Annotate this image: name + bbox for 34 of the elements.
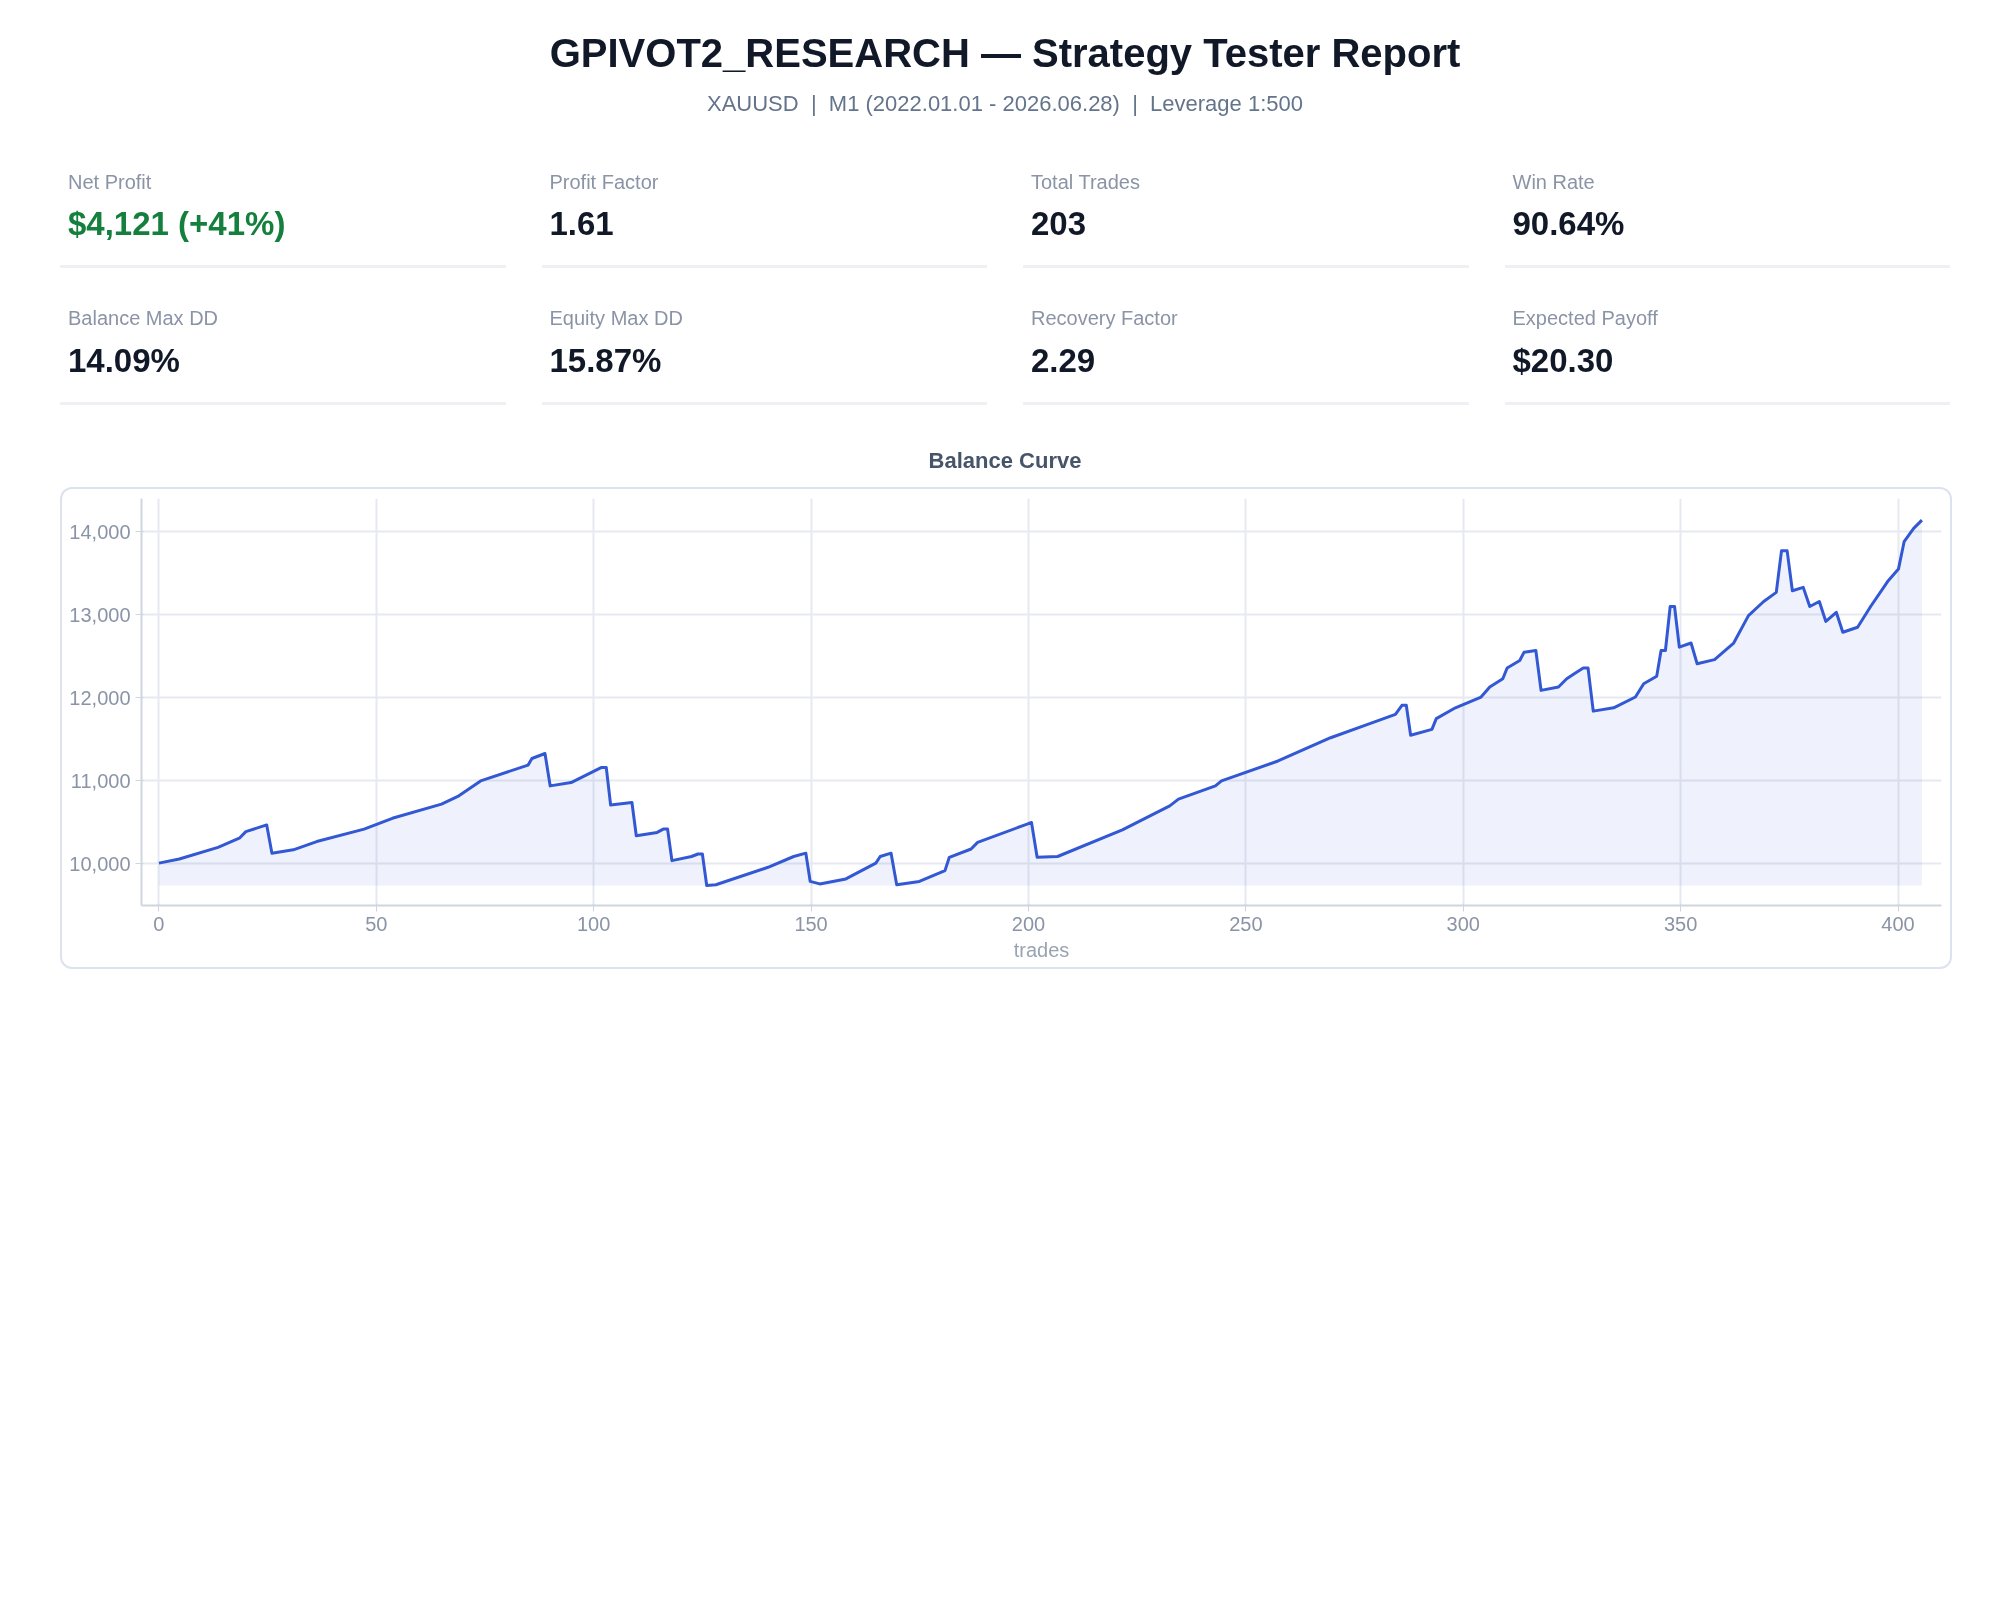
x-tick-label: 100 [576,912,611,935]
text: 203 [1031,204,1088,245]
text: Profit Factor [549,169,660,195]
text: 15.87% [549,340,663,381]
x-tick-label: 300 [1446,912,1480,935]
text: GPIVOT2_RESEARCH — Strategy Tester Report [548,30,1462,77]
x-tick-label: 200 [1011,912,1046,935]
text: Balance Max DD [68,306,220,332]
text: $4,121 (+41%) [68,204,287,245]
text: Total Trades [1031,169,1141,195]
x-tick-label: 0 [153,912,165,935]
x-tick-label: 400 [1881,912,1915,935]
text: Expected Payoff [1512,306,1659,332]
text: Net Profit [68,169,153,195]
y-tick-label: 10,000 [69,853,131,876]
x-tick-label: 250 [1229,912,1263,935]
y-tick-label: 12,000 [69,687,131,710]
text: 14.09% [68,340,181,381]
text: $20.30 [1512,340,1615,381]
y-tick-label: 13,000 [69,604,131,627]
text: 90.64% [1512,204,1626,245]
text: Equity Max DD [549,306,684,332]
y-tick-label: 14,000 [69,521,131,544]
text: Win Rate [1512,169,1596,195]
x-tick-label: 350 [1663,912,1698,935]
y-tick-label: 11,000 [70,770,131,793]
x-tick-label: 150 [794,912,828,935]
x-tick-label: 50 [365,912,388,935]
text: 1.61 [549,204,615,245]
text: XAUUSD | M1 (2022.01.01 - 2026.06.28) | Leverage 1:500 [706,90,1304,119]
chart-title: Balance Curve [927,446,1083,475]
text: Recovery Factor [1031,306,1179,332]
x-axis-title: trades [1013,938,1070,961]
text: 2.29 [1031,340,1097,381]
